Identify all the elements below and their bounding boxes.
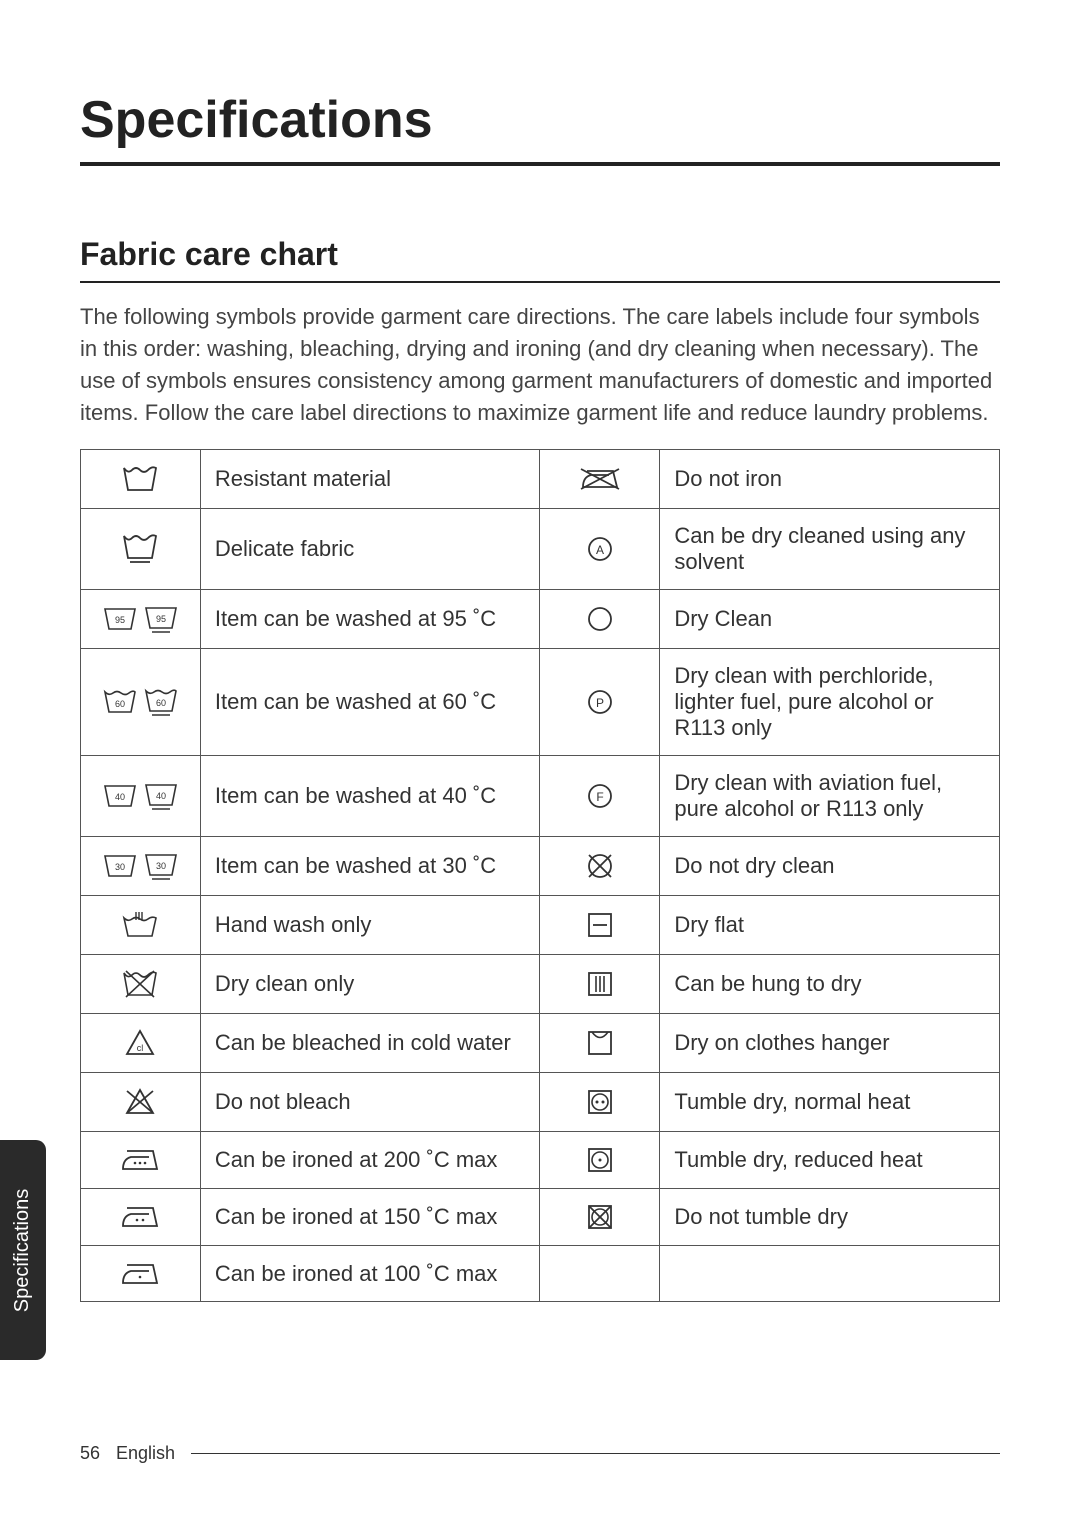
cell-text: Resistant material	[200, 449, 540, 508]
dryclean-f-icon: F	[540, 755, 660, 836]
cell-text: Dry on clothes hanger	[660, 1013, 1000, 1072]
cell-text: Hand wash only	[200, 895, 540, 954]
dryclean-p-icon: P	[540, 648, 660, 755]
footer-language: English	[116, 1443, 175, 1464]
table-row: 30 30 Item can be washed at 30 ˚C Do not…	[81, 836, 1000, 895]
cell-text: Dry clean with perchloride, lighter fuel…	[660, 648, 1000, 755]
table-row: Can be ironed at 150 ˚C max Do not tumbl…	[81, 1188, 1000, 1245]
iron-100-icon	[81, 1245, 201, 1301]
side-tab: Specifications	[0, 1140, 46, 1360]
bleach-cold-icon: cl	[81, 1013, 201, 1072]
cell-text: Tumble dry, reduced heat	[660, 1131, 1000, 1188]
cell-text: Tumble dry, normal heat	[660, 1072, 1000, 1131]
cell-text: Do not iron	[660, 449, 1000, 508]
cell-text: Dry clean only	[200, 954, 540, 1013]
svg-text:30: 30	[115, 862, 125, 872]
table-row: Hand wash only Dry flat	[81, 895, 1000, 954]
cell-text	[660, 1245, 1000, 1301]
table-row: 95 95 Item can be washed at 95 ˚C Dry Cl…	[81, 589, 1000, 648]
wash-40-icon: 40 40	[81, 755, 201, 836]
tumble-normal-icon	[540, 1072, 660, 1131]
cell-text: Dry flat	[660, 895, 1000, 954]
side-tab-label: Specifications	[12, 1188, 35, 1311]
cell-text: Can be dry cleaned using any solvent	[660, 508, 1000, 589]
table-row: 40 40 Item can be washed at 40 ˚C F Dry …	[81, 755, 1000, 836]
cell-text: Do not tumble dry	[660, 1188, 1000, 1245]
empty-cell	[540, 1245, 660, 1301]
wash-95-icon: 95 95	[81, 589, 201, 648]
cell-text: Can be bleached in cold water	[200, 1013, 540, 1072]
cell-text: Can be ironed at 150 ˚C max	[200, 1188, 540, 1245]
svg-text:F: F	[596, 790, 603, 804]
cell-text: Can be ironed at 200 ˚C max	[200, 1131, 540, 1188]
tumble-reduced-icon	[540, 1131, 660, 1188]
cell-text: Item can be washed at 60 ˚C	[200, 648, 540, 755]
svg-text:A: A	[596, 543, 604, 557]
dry-hanger-icon	[540, 1013, 660, 1072]
hand-wash-icon	[81, 895, 201, 954]
wash-delicate-icon	[81, 508, 201, 589]
wash-30-icon: 30 30	[81, 836, 201, 895]
table-row: Dry clean only Can be hung to dry	[81, 954, 1000, 1013]
footer: 56 English	[80, 1443, 1000, 1464]
intro-text: The following symbols provide garment ca…	[80, 301, 1000, 429]
svg-text:P: P	[596, 696, 604, 710]
do-not-iron-icon	[540, 449, 660, 508]
cell-text: Dry Clean	[660, 589, 1000, 648]
svg-text:cl: cl	[137, 1043, 144, 1053]
dryclean-circle-icon	[540, 589, 660, 648]
svg-text:60: 60	[155, 698, 165, 708]
cell-text: Item can be washed at 40 ˚C	[200, 755, 540, 836]
do-not-bleach-icon	[81, 1072, 201, 1131]
wash-60-icon: 60 60	[81, 648, 201, 755]
svg-text:95: 95	[155, 614, 165, 624]
table-row: Resistant material Do not iron	[81, 449, 1000, 508]
svg-text:60: 60	[115, 699, 125, 709]
hang-dry-icon	[540, 954, 660, 1013]
svg-text:40: 40	[155, 791, 165, 801]
cell-text: Delicate fabric	[200, 508, 540, 589]
cell-text: Dry clean with aviation fuel, pure alcoh…	[660, 755, 1000, 836]
iron-200-icon	[81, 1131, 201, 1188]
cell-text: Do not bleach	[200, 1072, 540, 1131]
table-row: cl Can be bleached in cold water Dry on …	[81, 1013, 1000, 1072]
page-title: Specifications	[80, 90, 1000, 166]
care-table: Resistant material Do not iron Delicate …	[80, 449, 1000, 1303]
cell-text: Item can be washed at 30 ˚C	[200, 836, 540, 895]
cell-text: Item can be washed at 95 ˚C	[200, 589, 540, 648]
footer-page-number: 56	[80, 1443, 100, 1464]
cell-text: Can be hung to dry	[660, 954, 1000, 1013]
svg-text:30: 30	[155, 861, 165, 871]
cell-text: Can be ironed at 100 ˚C max	[200, 1245, 540, 1301]
svg-text:40: 40	[115, 792, 125, 802]
dryclean-a-icon: A	[540, 508, 660, 589]
wash-resistant-icon	[81, 449, 201, 508]
table-row: Delicate fabric A Can be dry cleaned usi…	[81, 508, 1000, 589]
table-row: Can be ironed at 100 ˚C max	[81, 1245, 1000, 1301]
cell-text: Do not dry clean	[660, 836, 1000, 895]
section-title: Fabric care chart	[80, 236, 1000, 283]
dryclean-only-icon	[81, 954, 201, 1013]
do-not-dryclean-icon	[540, 836, 660, 895]
table-row: Can be ironed at 200 ˚C max Tumble dry, …	[81, 1131, 1000, 1188]
table-row: 60 60 Item can be washed at 60 ˚C P Dry …	[81, 648, 1000, 755]
footer-rule	[191, 1453, 1000, 1455]
dry-flat-icon	[540, 895, 660, 954]
do-not-tumble-icon	[540, 1188, 660, 1245]
iron-150-icon	[81, 1188, 201, 1245]
table-row: Do not bleach Tumble dry, normal heat	[81, 1072, 1000, 1131]
svg-text:95: 95	[115, 615, 125, 625]
